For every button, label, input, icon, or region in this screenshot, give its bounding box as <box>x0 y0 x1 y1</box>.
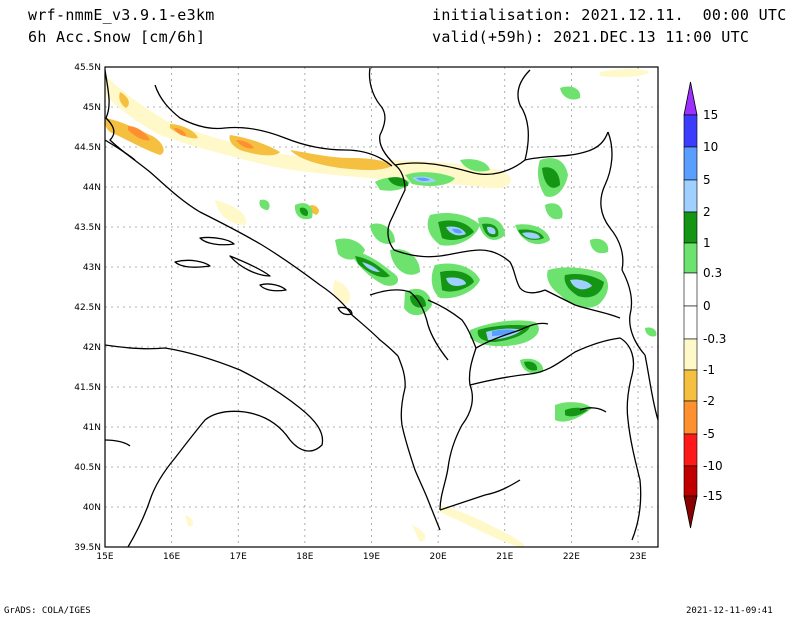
snow-negative-light <box>105 69 650 547</box>
lon-label: 17E <box>230 552 247 562</box>
colorbar-segment <box>684 306 697 339</box>
lon-label: 23E <box>629 552 646 562</box>
colorbar-label: -0.3 <box>703 332 726 346</box>
colorbar-top-arrow <box>684 82 697 115</box>
lat-label: 42.5N <box>74 303 101 313</box>
lat-label: 41.5N <box>74 383 101 393</box>
colorbar-segment <box>684 115 697 147</box>
colorbar-segment <box>684 434 697 466</box>
lat-label: 44N <box>83 183 101 193</box>
lat-label: 43N <box>83 263 101 273</box>
colorbar-label: -10 <box>703 459 723 473</box>
latitude-labels: 45.5N 45N 44.5N 44N 43.5N 43N 42.5N 42N 41.5N 41N… <box>74 63 101 553</box>
colorbar: 15 10 5 2 1 0.3 0 -0.3 -1 -2 -5 -10 -15 <box>684 82 726 528</box>
colorbar-segment <box>684 466 697 496</box>
lat-label: 43.5N <box>74 223 101 233</box>
colorbar-label: 0.3 <box>703 266 722 280</box>
colorbar-label: 10 <box>703 140 718 154</box>
colorbar-segment <box>684 339 697 370</box>
lon-label: 19E <box>363 552 380 562</box>
colorbar-label: 2 <box>703 205 711 219</box>
colorbar-segment <box>684 147 697 180</box>
colorbar-label: -2 <box>703 394 715 408</box>
lon-label: 16E <box>163 552 180 562</box>
lon-label: 18E <box>296 552 313 562</box>
lat-label: 45N <box>83 103 101 113</box>
colorbar-segment <box>684 180 697 212</box>
lat-label: 42N <box>83 343 101 353</box>
lat-label: 44.5N <box>74 143 101 153</box>
footer-timestamp: 2021-12-11-09:41 <box>686 606 773 616</box>
colorbar-label: 0 <box>703 299 711 313</box>
colorbar-label: 1 <box>703 236 711 250</box>
colorbar-segment <box>684 401 697 434</box>
lon-label: 15E <box>96 552 113 562</box>
lon-label: 21E <box>496 552 513 562</box>
colorbar-label: -1 <box>703 363 715 377</box>
colorbar-label: -5 <box>703 427 715 441</box>
lon-label: 22E <box>563 552 580 562</box>
colorbar-label: 5 <box>703 173 711 187</box>
colorbar-bottom-arrow <box>684 496 697 528</box>
footer-credit: GrADS: COLA/IGES <box>4 606 91 616</box>
lat-label: 40N <box>83 503 101 513</box>
colorbar-segment <box>684 243 697 273</box>
colorbar-segment <box>684 273 697 306</box>
colorbar-label: 15 <box>703 108 718 122</box>
lat-label: 45.5N <box>74 63 101 73</box>
longitude-labels: 15E 16E 17E 18E 19E 20E 21E 22E 23E <box>96 552 646 562</box>
lat-label: 41N <box>83 423 101 433</box>
colorbar-label: -15 <box>703 489 723 503</box>
lon-label: 20E <box>430 552 447 562</box>
colorbar-segment <box>684 212 697 243</box>
snow-positive-light <box>259 86 656 421</box>
colorbar-segment <box>684 370 697 401</box>
lat-label: 40.5N <box>74 463 101 473</box>
